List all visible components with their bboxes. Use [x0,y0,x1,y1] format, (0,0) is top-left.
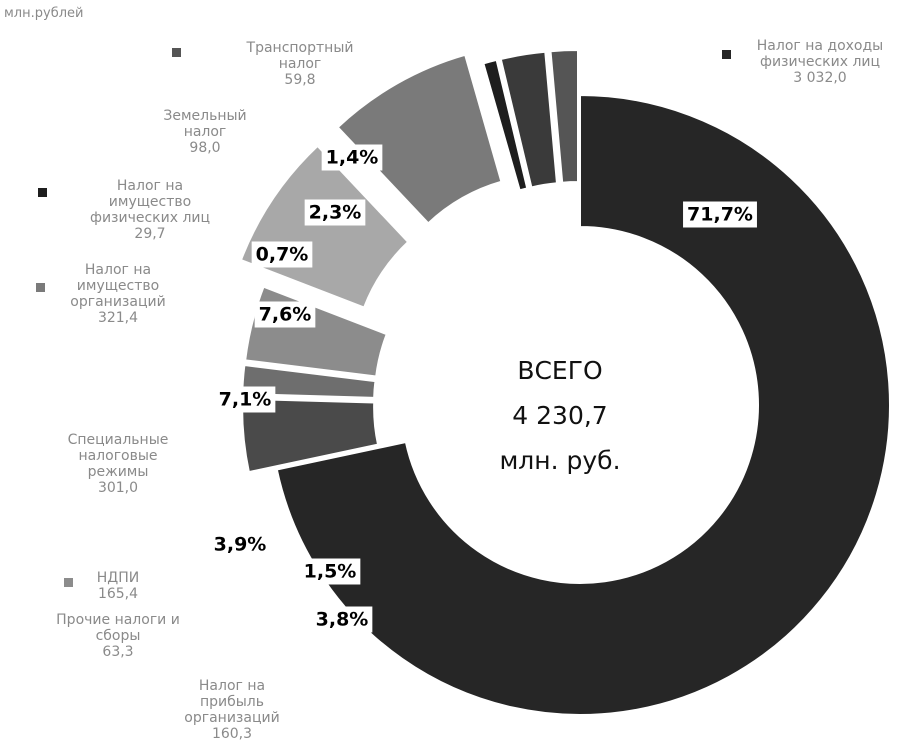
donut-segment [241,363,377,399]
share-label-group: 3,8% [311,606,373,633]
category-label: Прочие налоги и сборы 63,3 [23,612,213,660]
share-label: 7,6% [259,304,312,326]
share-label-group: 1,4% [321,144,383,171]
share-label: 0,7% [256,244,309,266]
category-value: 165,4 [97,586,139,602]
share-label-bg [311,606,373,633]
legend-marker [36,283,45,292]
unit-label: млн.рублей [4,6,84,21]
category-label: НДПИ 165,4 [23,570,213,602]
share-label-group: 3,9% [209,531,271,558]
legend-marker [172,48,181,57]
share-label: 71,7% [687,204,753,226]
category-value: 98,0 [189,140,221,156]
share-label-group: 0,7% [251,241,313,268]
share-label: 3,9% [214,534,267,556]
category-value: 301,0 [97,480,139,496]
category-name: Налог на прибыль организаций [184,678,280,726]
share-label-bg [299,558,361,585]
category-value: 59,8 [284,72,316,88]
share-label-bg [254,301,316,328]
share-label-bg [251,241,313,268]
center-text: млн. руб. [499,446,620,475]
category-label: Транспортный налог 59,8 [205,40,395,88]
category-name: Транспортный налог [246,40,354,72]
share-label: 3,8% [316,609,369,631]
donut-segment [499,50,559,189]
legend-marker [64,578,73,587]
category-name: Налог на имущество физических лиц [89,178,211,226]
category-value: 321,4 [97,310,139,326]
share-label-bg [304,199,366,226]
category-value: 63,3 [102,644,134,660]
legend-marker [38,188,47,197]
share-label: 1,5% [304,561,357,583]
category-name: Специальные налоговые режимы [67,432,169,480]
category-label: Налог на имущество физических лиц 29,7 [55,178,245,242]
share-label-group: 2,3% [304,199,366,226]
category-name: Налог на доходы физических лиц [756,38,884,70]
category-label: Налог на прибыль организаций 160,3 [137,678,327,742]
share-label-group: 7,6% [254,301,316,328]
category-label: Специальные налоговые режимы 301,0 [23,432,213,496]
share-label-bg [683,201,757,228]
share-label-group: 1,5% [299,558,361,585]
share-label-group: 71,7% [683,201,757,228]
category-value: 29,7 [134,226,166,242]
category-label: Налог на имущество организаций 321,4 [23,262,213,326]
category-label: Земельный налог 98,0 [110,108,300,156]
donut-segment [549,49,580,184]
donut-segment [336,53,503,225]
category-value: 160,3 [211,726,253,742]
share-label-bg [321,144,383,171]
share-label: 2,3% [309,202,362,224]
legend-marker [722,50,731,59]
share-label-group: 7,1% [214,386,276,413]
share-label: 1,4% [326,147,379,169]
share-label: 7,1% [219,389,272,411]
category-name: Земельный налог [163,108,247,140]
donut-segment [482,58,529,192]
category-label: Налог на доходы физических лиц 3 032,0 [725,38,912,86]
center-text: 4 230,7 [512,401,607,430]
category-value: 3 032,0 [793,70,847,86]
donut-segment [275,93,891,716]
category-name: Налог на имущество организаций [70,262,166,310]
share-label-bg [209,531,271,558]
category-name: НДПИ [96,570,140,586]
share-label-bg [214,386,276,413]
category-name: Прочие налоги и сборы [56,612,180,644]
center-text: ВСЕГО [517,356,602,385]
